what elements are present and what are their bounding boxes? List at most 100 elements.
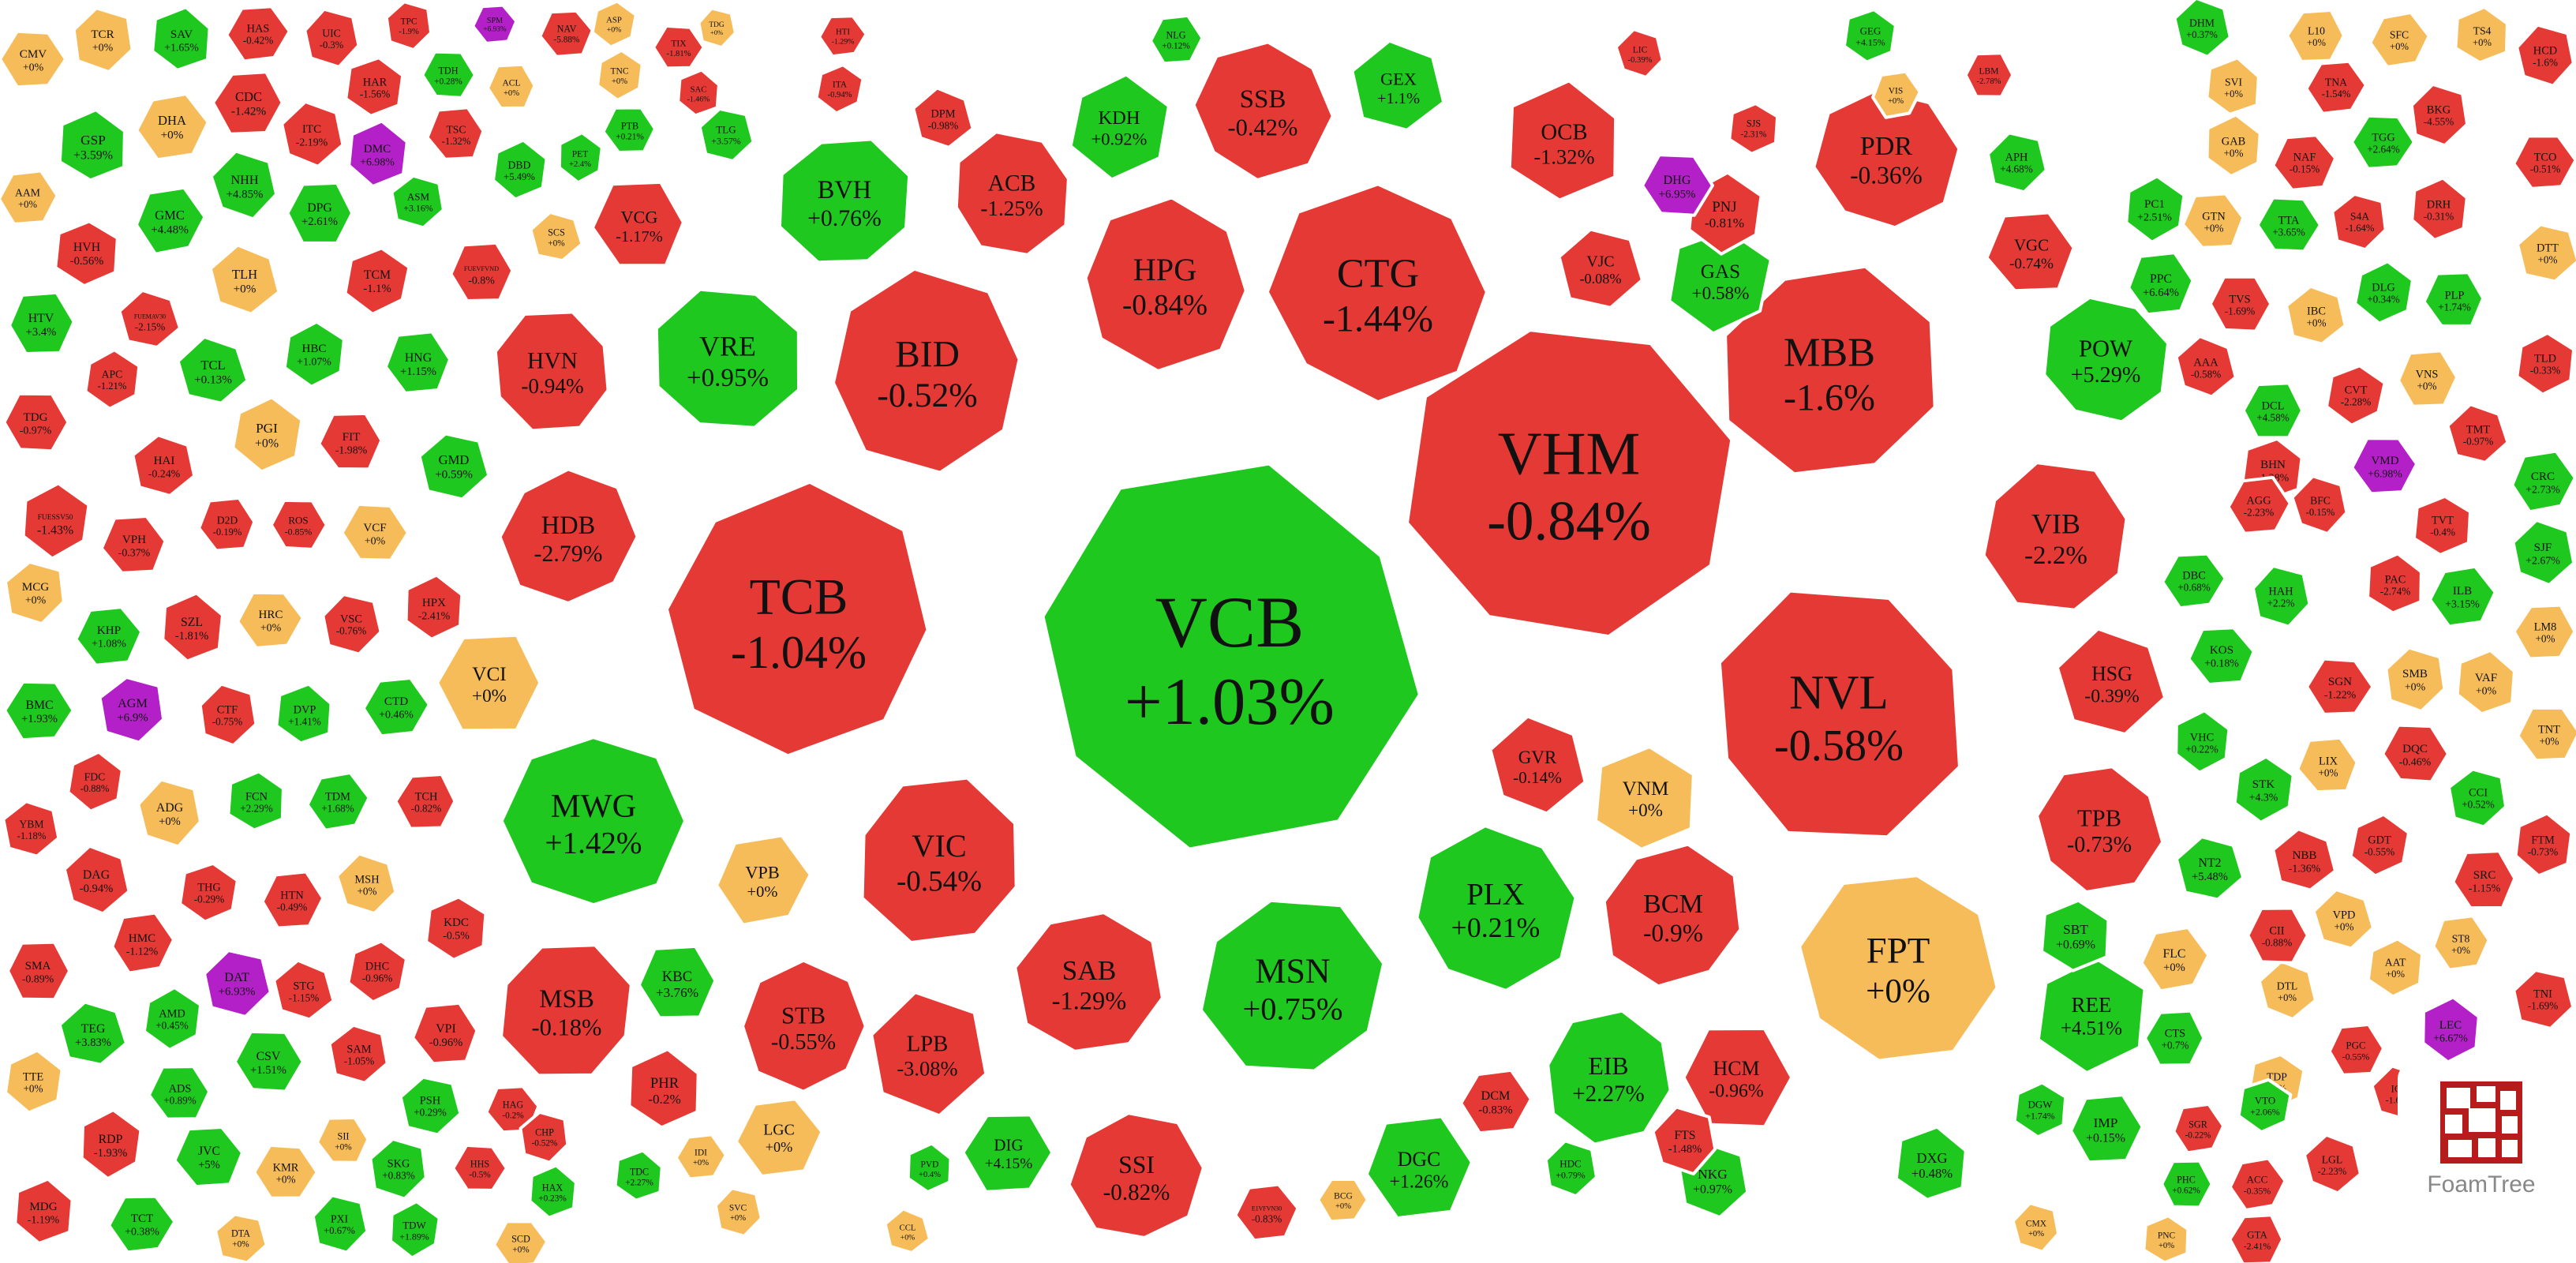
treemap-cell[interactable]: TTE+0% xyxy=(4,1048,64,1115)
treemap-cell[interactable]: VJC-0.08% xyxy=(1557,227,1644,309)
treemap-cell[interactable]: BFC-0.15% xyxy=(2290,474,2349,535)
treemap-cell[interactable]: VPI-0.96% xyxy=(411,1001,479,1066)
treemap-cell[interactable]: VGC -0.74% xyxy=(1985,211,2076,293)
treemap-cell-shape[interactable] xyxy=(2173,0,2232,58)
treemap-cell-shape[interactable] xyxy=(0,29,68,89)
treemap-cell[interactable]: TDC+2.27% xyxy=(613,1149,664,1202)
treemap-cell[interactable]: SJF+2.67% xyxy=(2511,519,2576,587)
treemap-cell-shape[interactable] xyxy=(54,219,119,288)
treemap-cell-shape[interactable] xyxy=(361,676,431,738)
treemap-cell[interactable]: STK+4.3% xyxy=(2233,755,2295,824)
treemap-cell[interactable]: LIC-0.39% xyxy=(1614,28,1664,79)
treemap-cell[interactable]: VPH-0.37% xyxy=(99,515,167,575)
treemap-cell[interactable]: SCD+0% xyxy=(492,1220,549,1263)
treemap-cell[interactable]: GAB+0% xyxy=(2205,113,2262,178)
treemap-cell-shape[interactable] xyxy=(601,106,657,154)
treemap-cell-shape[interactable] xyxy=(2286,8,2346,63)
treemap-cell-shape[interactable] xyxy=(118,288,182,349)
treemap-cell[interactable]: IBC+0% xyxy=(2285,284,2347,346)
treemap-cell[interactable]: MDG-1.19% xyxy=(13,1177,74,1245)
treemap-cell-shape[interactable] xyxy=(1682,1027,1794,1129)
treemap-cell[interactable]: TNI-1.69% xyxy=(2512,969,2575,1030)
treemap-cell-shape[interactable] xyxy=(203,949,272,1018)
treemap-cell-shape[interactable] xyxy=(2305,59,2368,115)
treemap-cell-shape[interactable] xyxy=(2366,552,2423,615)
treemap-cell[interactable]: HTV+3.4% xyxy=(8,290,76,355)
treemap-cell-shape[interactable] xyxy=(315,1116,370,1164)
treemap-cell[interactable]: DCL+4.58% xyxy=(2241,381,2305,440)
treemap-cell[interactable]: MSN+0.75% xyxy=(1196,896,1388,1075)
treemap-cell[interactable]: PGC-0.55% xyxy=(2327,1022,2386,1077)
treemap-cell[interactable]: PTB+0.21% xyxy=(601,106,657,154)
treemap-cell[interactable]: L10+0% xyxy=(2286,8,2346,63)
treemap-cell[interactable]: NBB-1.36% xyxy=(2271,827,2337,892)
treemap-cell-shape[interactable] xyxy=(1189,38,1337,185)
treemap-cell[interactable]: APC-1.21% xyxy=(84,348,141,410)
treemap-cell-shape[interactable] xyxy=(1810,85,1964,232)
treemap-cell[interactable]: TLH+0% xyxy=(208,243,281,316)
treemap-cell[interactable]: PLP+1.74% xyxy=(2422,271,2485,328)
treemap-cell[interactable]: TPC-1.9% xyxy=(384,0,433,52)
treemap-cell[interactable]: DTT+0% xyxy=(2516,223,2576,283)
treemap-cell[interactable]: NLG+0.12% xyxy=(1148,13,1204,66)
treemap-cell[interactable]: PC1+2.51% xyxy=(2125,174,2186,244)
treemap-cell[interactable]: SII+0% xyxy=(315,1116,370,1164)
treemap-cell[interactable]: HAG-0.2% xyxy=(485,1085,541,1134)
treemap-cell-shape[interactable] xyxy=(142,986,203,1051)
treemap-cell-shape[interactable] xyxy=(74,605,144,667)
treemap-cell-shape[interactable] xyxy=(280,99,345,168)
treemap-cell-shape[interactable] xyxy=(208,243,281,316)
treemap-cell[interactable]: BMC+1.93% xyxy=(3,680,75,742)
treemap-cell[interactable]: SVI+0% xyxy=(2205,56,2260,116)
treemap-cell-shape[interactable] xyxy=(178,861,239,924)
treemap-cell-shape[interactable] xyxy=(404,573,464,641)
treemap-cell-shape[interactable] xyxy=(2160,1159,2214,1209)
treemap-cell[interactable]: TCM-1.1% xyxy=(343,246,411,316)
treemap-cell[interactable]: ROS-0.85% xyxy=(269,498,328,551)
treemap-cell[interactable]: DBC+0.68% xyxy=(2161,552,2227,610)
treemap-cell[interactable]: RDP-1.93% xyxy=(80,1108,143,1181)
treemap-cell-shape[interactable] xyxy=(389,1200,441,1260)
treemap-cell-shape[interactable] xyxy=(1459,1068,1533,1135)
treemap-cell-shape[interactable] xyxy=(2397,349,2459,408)
treemap-cell-shape[interactable] xyxy=(1842,8,1897,64)
treemap-cell-shape[interactable] xyxy=(2257,959,2317,1021)
treemap-cell[interactable]: PNC+0% xyxy=(2142,1214,2190,1263)
treemap-cell[interactable]: TNC+0% xyxy=(596,48,644,102)
treemap-cell-shape[interactable] xyxy=(384,330,452,395)
treemap-cell-shape[interactable] xyxy=(384,0,433,52)
treemap-cell-shape[interactable] xyxy=(596,48,644,102)
treemap-cell-shape[interactable] xyxy=(137,778,202,849)
treemap-cell-shape[interactable] xyxy=(1316,1177,1369,1224)
treemap-cell-shape[interactable] xyxy=(3,680,75,742)
treemap-cell[interactable]: FTS-1.48% xyxy=(1651,1105,1717,1176)
treemap-cell-shape[interactable] xyxy=(613,1149,664,1202)
treemap-cell[interactable]: FDC-0.88% xyxy=(66,750,124,813)
treemap-cell-shape[interactable] xyxy=(2208,275,2273,333)
treemap-cell-shape[interactable] xyxy=(1081,193,1250,376)
treemap-cell-shape[interactable] xyxy=(110,911,176,975)
treemap-cell-shape[interactable] xyxy=(496,465,642,608)
treemap-cell[interactable]: CTG-1.44% xyxy=(1263,180,1491,407)
treemap-cell-shape[interactable] xyxy=(2032,763,2167,897)
treemap-cell-shape[interactable] xyxy=(676,68,721,118)
treemap-cell[interactable]: TPB-0.73% xyxy=(2032,763,2167,897)
treemap-cell-shape[interactable] xyxy=(818,14,868,58)
treemap-cell[interactable]: PDR-0.36% xyxy=(1810,85,1964,232)
treemap-cell-shape[interactable] xyxy=(637,944,717,1020)
treemap-cell-shape[interactable] xyxy=(2451,849,2517,910)
treemap-cell-shape[interactable] xyxy=(0,169,59,226)
treemap-cell[interactable]: PVD+0.4% xyxy=(906,1141,953,1194)
treemap-cell[interactable]: ASP+0% xyxy=(590,0,638,49)
treemap-cell[interactable]: GTA-2.41% xyxy=(2228,1213,2285,1263)
treemap-cell[interactable]: VCF+0% xyxy=(340,502,410,562)
treemap-cell-shape[interactable] xyxy=(449,241,515,302)
treemap-cell-shape[interactable] xyxy=(2174,835,2245,901)
treemap-cell[interactable]: HAI-0.24% xyxy=(131,433,197,497)
treemap-cell[interactable]: TGG+2.64% xyxy=(2350,114,2416,171)
treemap-cell-shape[interactable] xyxy=(2174,709,2231,774)
treemap-cell-shape[interactable] xyxy=(1715,587,1964,841)
treemap-cell[interactable]: ASM+3.16% xyxy=(390,174,445,230)
treemap-cell-shape[interactable] xyxy=(253,1143,319,1200)
treemap-cell[interactable]: YBM-1.18% xyxy=(2,800,61,858)
